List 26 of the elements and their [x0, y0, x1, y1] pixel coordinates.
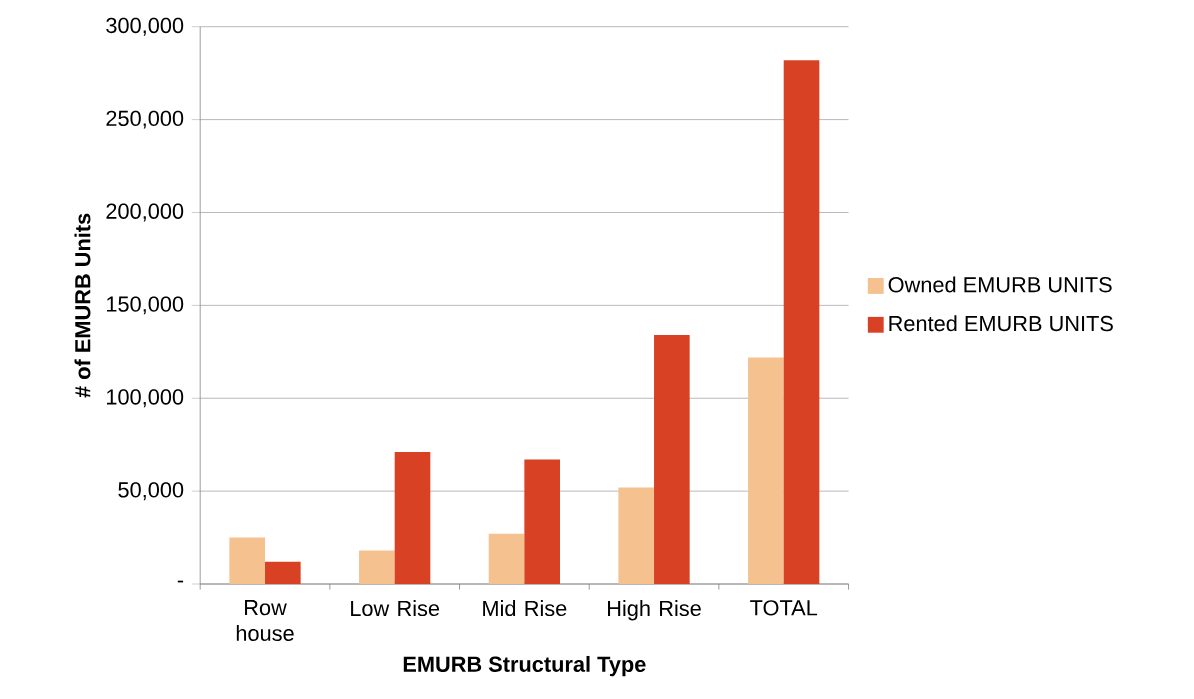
y-tick-label: 100,000 — [107, 389, 184, 408]
x-tick-label: Low Rise — [351, 600, 440, 617]
x-tick-label: Row house — [236, 600, 294, 642]
bar — [394, 452, 431, 585]
x-tick-label: High Rise — [608, 600, 701, 621]
legend-label: Rented EMURB UNITS — [889, 315, 1113, 332]
bar — [654, 335, 690, 585]
y-tick-label: 250,000 — [106, 110, 184, 129]
bar — [524, 459, 560, 585]
bar — [265, 561, 301, 585]
y-tick-label: 150,000 — [107, 296, 184, 315]
bar — [618, 487, 655, 585]
y-tick-label: - — [177, 580, 184, 583]
y-tick-label: 50,000 — [118, 482, 184, 501]
bar — [229, 537, 266, 585]
y-tick-label: 300,000 — [106, 17, 184, 36]
y-axis-title: # of EMURB Units — [74, 213, 91, 398]
x-axis-title: EMURB Structural Type — [403, 656, 646, 677]
legend-label: Owned EMURB UNITS — [888, 276, 1112, 293]
y-tick-label: 200,000 — [106, 203, 184, 222]
bar — [359, 550, 395, 585]
bar — [783, 60, 820, 585]
bar — [488, 533, 525, 585]
x-tick-label: TOTAL — [750, 600, 818, 616]
bar — [748, 357, 784, 585]
x-tick-label: Mid Rise — [483, 600, 567, 617]
